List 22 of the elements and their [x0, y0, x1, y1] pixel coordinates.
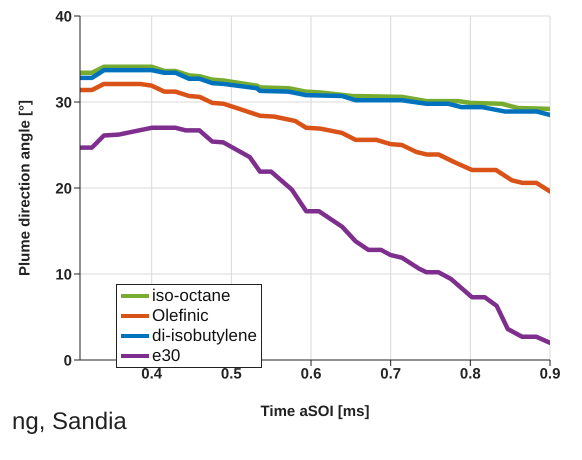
y-tick-label: 40 — [55, 8, 72, 26]
x-tick-label: 0.5 — [220, 366, 242, 383]
legend-label: Olefinic — [152, 306, 209, 326]
x-tick-label: 0.6 — [300, 366, 322, 383]
y-tick-label: 20 — [55, 180, 72, 198]
x-tick-label: 0.9 — [540, 366, 560, 383]
y-tick-label: 0 — [64, 352, 72, 370]
x-axis-title: Time aSOI [ms] — [260, 403, 370, 420]
y-tick-label: 30 — [55, 94, 72, 112]
legend-label: iso-octane — [152, 286, 230, 306]
legend-label: di-isobutylene — [152, 326, 257, 346]
x-tick-label: 0.8 — [460, 366, 481, 383]
line-series — [80, 82, 550, 194]
x-tick-label: 0.4 — [141, 366, 163, 383]
x-tick-label: 0.7 — [380, 366, 402, 383]
y-axis-title: Plume direction angle [°] — [16, 100, 34, 276]
line-series — [80, 64, 550, 112]
y-tick-label: 10 — [55, 266, 72, 284]
line-series — [80, 126, 550, 346]
line-series — [80, 68, 550, 118]
text: ng, Sandia — [12, 408, 127, 436]
legend-label: e30 — [152, 346, 180, 366]
